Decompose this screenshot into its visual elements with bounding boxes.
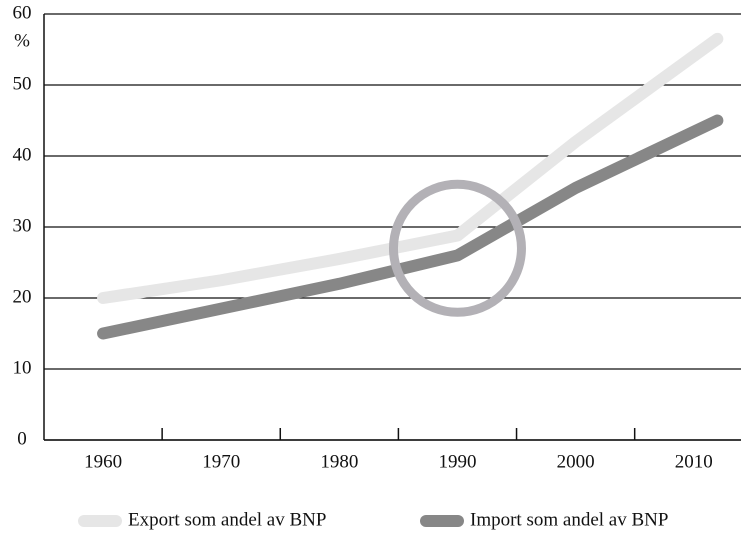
y-tick-label: 40 [13,144,32,165]
y-tick-label: 50 [13,73,32,94]
y-tick-label: 60 [13,2,32,23]
x-tick-label: 1960 [84,451,122,472]
series-line [97,32,724,304]
y-tick-label: 20 [13,286,32,307]
x-tick-label: 2010 [675,451,713,472]
x-tick-label: 2000 [557,451,595,472]
x-tick-label: 1980 [320,451,358,472]
legend-label: Export som andel av BNP [128,509,326,530]
highlight-circle [388,179,526,317]
y-tick-label: 10 [13,357,32,378]
y-tick-label: 30 [13,215,32,236]
y-axis-label: % [14,30,30,51]
x-tick-label: 1970 [202,451,240,472]
x-tick-label: 1990 [438,451,476,472]
legend-label: Import som andel av BNP [470,509,668,530]
y-tick-label: 0 [17,428,27,449]
